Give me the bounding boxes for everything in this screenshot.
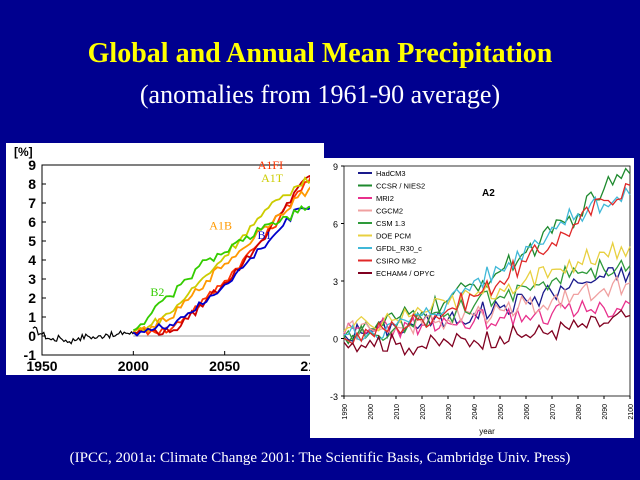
legend-label-ccsr-nies2: CCSR / NIES2: [376, 182, 425, 191]
x-axis-label: year: [479, 427, 495, 436]
y-tick-label: 5: [28, 233, 36, 249]
x-tick-label: 2050: [209, 358, 240, 374]
y-tick-label: 0: [333, 335, 338, 345]
legend-label-csm-1-3: CSM 1.3: [376, 219, 405, 228]
y-tick-label: 0: [28, 328, 36, 344]
chart-title: A2: [482, 188, 495, 199]
legend-label-hadcm3: HadCM3: [376, 169, 406, 178]
x-tick-label: 2060: [524, 404, 531, 420]
x-tick-label: 1990: [342, 404, 349, 420]
series-line-a2: [133, 171, 317, 336]
series-line-mri2: [343, 299, 631, 340]
series-label-a1t: A1T: [261, 171, 284, 185]
series-line-csiro-mk2: [343, 182, 631, 346]
legend-label-csiro-mk2: CSIRO Mk2: [376, 257, 416, 266]
x-tick-label: 2090: [602, 404, 609, 420]
series-line-ccsr-nies2: [343, 167, 631, 345]
x-tick-label: 2030: [446, 404, 453, 420]
source-caption: (IPCC, 2001a: Climate Change 2001: The S…: [69, 450, 571, 466]
y-tick-label: 3: [28, 271, 36, 287]
model-chart-svg: -3 0 3 6 9 1990 2000 2010 2020 2030 2040 2050 2060 20…: [330, 162, 634, 436]
y-tick-label: 3: [333, 277, 338, 287]
y-tick-label: 1: [28, 309, 36, 325]
y-tick-label: -1: [24, 347, 37, 363]
series-line-a1t: [132, 175, 317, 333]
series-line-echam4-opyc: [343, 309, 631, 357]
x-tick-label: 1950: [26, 358, 57, 374]
y-tick-label: 6: [333, 220, 338, 230]
legend-label-echam4-opyc: ECHAM4 / OPYC: [376, 269, 435, 278]
series-label-b2: B2: [150, 285, 164, 299]
series-line-doe-pcm: [343, 240, 631, 332]
slide-title: Global and Annual Mean Precipitation: [87, 38, 553, 69]
y-tick-label: 9: [28, 157, 36, 173]
slide-subtitle: (anomalies from 1961-90 average): [139, 80, 501, 109]
y-tick-label: 4: [28, 252, 36, 268]
series-line-b1: [132, 202, 317, 337]
y-tick-label: 9: [333, 162, 338, 172]
legend-label-cgcm2: CGCM2: [376, 207, 403, 216]
y-tick-label: 8: [28, 176, 36, 192]
y-tick-label: -3: [330, 392, 338, 402]
y-axis-label: [%]: [14, 145, 33, 159]
series-line-b2: [132, 202, 317, 332]
y-tick-label: 7: [28, 195, 36, 211]
series-line-a1b: [132, 183, 317, 333]
legend-label-doe-pcm: DOE PCM: [376, 232, 411, 241]
series-label-a1fi: A1FI: [258, 158, 283, 172]
series-label-b1: B1: [258, 228, 272, 242]
x-tick-label: 2000: [368, 404, 375, 420]
series-line-csm-1-3: [343, 258, 631, 342]
y-tick-label: 2: [28, 290, 36, 306]
x-tick-label: 2040: [472, 404, 479, 420]
x-tick-label: 2100: [628, 404, 634, 420]
series-line-observed: [32, 326, 134, 345]
scenario-chart-svg: [%]-101234567891950200020502100A1FIA2A1T…: [14, 145, 324, 374]
legend-label-mri2: MRI2: [376, 194, 394, 203]
x-tick-label: 2010: [394, 404, 401, 420]
plot-frame: [41, 164, 317, 356]
x-tick-label: 2050: [498, 404, 505, 420]
scenario-precipitation-chart: [%]-101234567891950200020502100A1FIA2A1T…: [6, 143, 324, 375]
series-line-a1fi: [132, 171, 317, 337]
model-precipitation-chart: -3 0 3 6 9 1990 2000 2010 2020 2030 2040 2050 2060 20…: [310, 158, 634, 438]
series-label-a1b: A1B: [209, 219, 232, 233]
x-tick-label: 2000: [118, 358, 149, 374]
x-tick-label: 2020: [420, 404, 427, 420]
legend-label-gfdl-r30-c: GFDL_R30_c: [376, 244, 422, 253]
y-tick-label: 6: [28, 214, 36, 230]
x-tick-label: 2080: [576, 404, 583, 420]
x-tick-label: 2070: [550, 404, 557, 420]
